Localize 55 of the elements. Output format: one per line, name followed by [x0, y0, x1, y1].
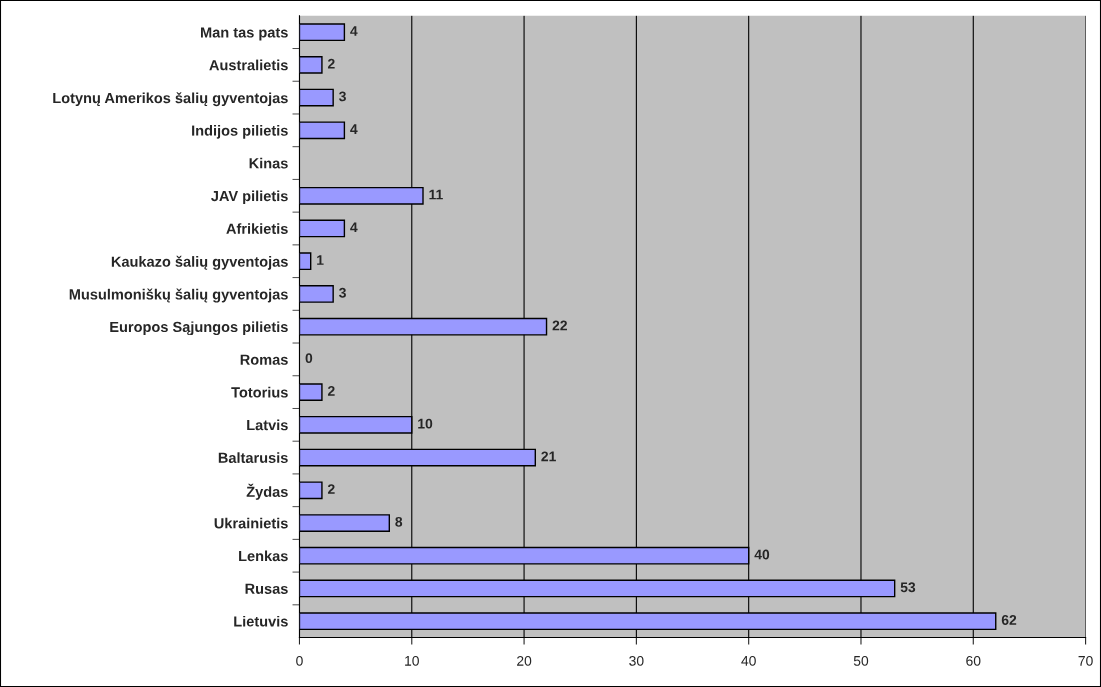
y-tick-label: Europos Sąjungos pilietis [110, 321, 288, 336]
x-tick-label: 10 [405, 655, 419, 666]
data-label: 3 [339, 287, 346, 298]
bar [299, 23, 346, 42]
y-tick-label: Totorius [231, 386, 288, 398]
data-label: 10 [418, 418, 433, 429]
data-label: 53 [900, 582, 916, 593]
data-label: 62 [1001, 615, 1017, 625]
data-label: 1 [317, 255, 324, 265]
x-tick-label: 70 [1078, 655, 1093, 666]
y-tick-label: Lenkas [239, 550, 288, 562]
data-label: 3 [339, 91, 346, 102]
x-tick-label: 40 [741, 655, 756, 666]
bar [299, 219, 346, 238]
bar [299, 481, 323, 500]
y-tick-label: Romas [240, 354, 288, 365]
bar [299, 383, 323, 401]
data-label: 4 [350, 222, 358, 233]
bar [299, 514, 391, 532]
bar [299, 121, 346, 140]
data-label: 4 [350, 124, 358, 134]
data-label: 22 [552, 320, 567, 331]
y-tick-label: Musulmoniškų šalių gyventojas [69, 288, 288, 303]
y-tick-label: Australietis [209, 59, 288, 71]
data-label: 40 [754, 549, 770, 560]
y-tick-label: Indijos pilietis [192, 125, 288, 139]
x-tick-label: 50 [853, 655, 869, 666]
bar [299, 88, 334, 107]
bar [299, 285, 334, 303]
data-label: 21 [541, 451, 556, 462]
data-label: 8 [395, 516, 403, 527]
bar [299, 252, 312, 271]
y-tick-label: Afrikietis [226, 223, 288, 234]
y-tick-label: JAV pilietis [211, 190, 288, 205]
x-tick-label: 30 [629, 655, 644, 666]
data-label: 4 [350, 26, 358, 36]
y-tick-label: Kaukazo šalių gyventojas [111, 255, 288, 270]
x-tick-label: 60 [966, 655, 981, 666]
bar [299, 56, 323, 74]
data-label: 2 [327, 484, 335, 494]
y-tick-label: Žydas [246, 483, 288, 500]
data-label: 2 [327, 386, 335, 396]
data-label: 2 [327, 58, 335, 69]
y-tick-label: Man tas pats [201, 27, 288, 41]
y-tick-label: Ukrainietis [214, 517, 288, 529]
data-label: 0 [305, 353, 313, 364]
y-tick-label: Rusas [245, 583, 288, 594]
y-tick-label: Baltarusis [218, 452, 288, 463]
y-tick-label: Latvis [247, 419, 288, 431]
y-tick-label: Lietuvis [234, 615, 288, 627]
data-label: 11 [429, 189, 443, 200]
x-tick-label: 20 [517, 655, 532, 666]
y-tick-label: Lotynų Amerikos šalių gyventojas [53, 92, 288, 107]
y-tick-label: Kinas [249, 157, 288, 169]
x-tick-label: 0 [296, 655, 303, 666]
